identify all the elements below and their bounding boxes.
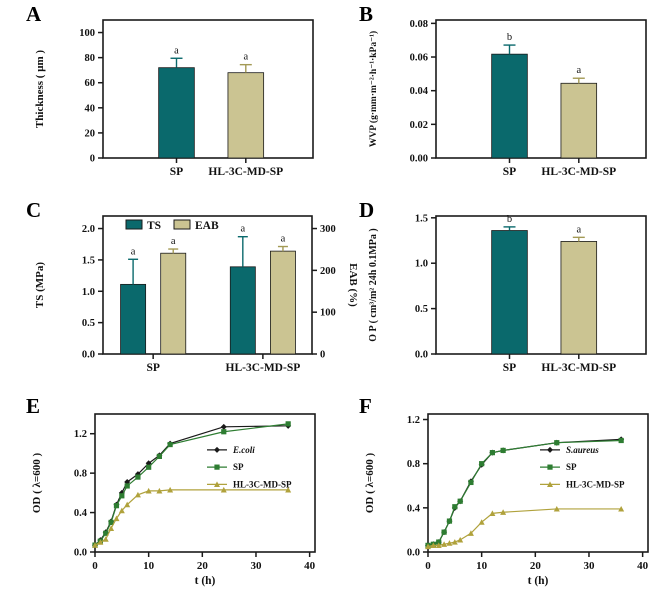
svg-text:1.0: 1.0 xyxy=(82,287,95,298)
svg-text:a: a xyxy=(281,234,286,245)
panel-c: C 0.0 0.5 1.0 1.5 2.0 0 100 200 300 TS (MPa) EAB (… xyxy=(0,196,359,392)
svg-text:TS (MPa): TS (MPa) xyxy=(34,262,46,308)
svg-text:HL-3C-MD-SP: HL-3C-MD-SP xyxy=(541,362,616,374)
svg-text:40: 40 xyxy=(304,560,316,572)
svg-text:300: 300 xyxy=(320,224,336,235)
svg-text:0.8: 0.8 xyxy=(407,459,420,470)
svg-text:100: 100 xyxy=(320,308,336,319)
svg-text:0.4: 0.4 xyxy=(407,503,421,514)
svg-text:a: a xyxy=(243,52,248,63)
svg-text:2.0: 2.0 xyxy=(82,224,95,235)
svg-text:10: 10 xyxy=(476,560,488,572)
svg-text:0.0: 0.0 xyxy=(82,350,95,361)
svg-text:1.2: 1.2 xyxy=(74,429,87,440)
wvp-bar-chart: 0.00 0.02 0.04 0.06 0.08 WVP (g·mm·m⁻²·h⁻¹·kP… xyxy=(368,19,647,178)
panel-letter-c: C xyxy=(26,198,42,222)
svg-text:SP: SP xyxy=(146,362,159,374)
panel-letter-e: E xyxy=(26,394,41,418)
svg-text:0.5: 0.5 xyxy=(82,318,95,329)
svg-text:t (h): t (h) xyxy=(195,575,216,587)
ts-eab-grouped-bar-chart: 0.0 0.5 1.0 1.5 2.0 0 100 200 300 TS (MPa) EAB (%)… xyxy=(34,215,359,374)
ecoli-growth-line-chart: 0.0 0.4 0.8 1.2 0 10 20 30 40 t (h) OD ( λ=600 ) E.… xyxy=(31,413,316,587)
svg-text:O P ( cm³/m² 24h 0.1MPa ): O P ( cm³/m² 24h 0.1MPa ) xyxy=(368,228,379,341)
svg-text:0.8: 0.8 xyxy=(74,469,87,480)
svg-text:HL-3C-MD-SP: HL-3C-MD-SP xyxy=(566,479,625,489)
svg-text:EAB (%): EAB (%) xyxy=(347,263,359,307)
svg-text:Thickness ( μm ): Thickness ( μm ) xyxy=(34,50,46,128)
panel-letter-f: F xyxy=(359,394,372,418)
svg-text:a: a xyxy=(174,45,179,56)
svg-text:a: a xyxy=(240,224,245,235)
svg-text:HL-3C-MD-SP: HL-3C-MD-SP xyxy=(233,479,292,489)
svg-text:1.0: 1.0 xyxy=(415,259,428,270)
saureus-growth-line-chart: 0.0 0.4 0.8 1.2 0 10 20 30 40 t (h) OD ( λ=600 ) S.… xyxy=(364,413,649,587)
svg-text:SP: SP xyxy=(170,166,183,178)
svg-text:0.02: 0.02 xyxy=(410,120,428,131)
svg-text:1.2: 1.2 xyxy=(407,415,420,426)
panel-e: E 0.0 0.4 0.8 1.2 0 10 20 30 40 t (h) OD ( λ=600 )… xyxy=(0,392,333,603)
svg-text:a: a xyxy=(576,65,581,76)
svg-text:40: 40 xyxy=(637,560,649,572)
thickness-bar-chart: 0 20 40 60 80 100 Thickness ( μm ) a SP a HL-3C-MD… xyxy=(34,19,314,178)
panel-letter-b: B xyxy=(359,2,374,26)
panel-b: B 0.00 0.02 0.04 0.06 0.08 WVP (g·mm·m⁻²·h⁻¹·… xyxy=(333,0,666,196)
svg-text:0.5: 0.5 xyxy=(415,304,428,315)
svg-text:20: 20 xyxy=(197,560,209,572)
svg-text:60: 60 xyxy=(85,78,96,89)
svg-text:EAB: EAB xyxy=(195,220,219,232)
svg-text:b: b xyxy=(507,214,512,225)
svg-text:SP: SP xyxy=(503,362,516,374)
panel-d: D 0.0 0.5 1.0 1.5 O P ( cm³/m² 24h 0.1MPa ) b… xyxy=(333,196,666,392)
svg-text:E.coli: E.coli xyxy=(232,445,255,455)
svg-text:0.06: 0.06 xyxy=(410,53,428,64)
svg-text:0: 0 xyxy=(92,560,98,572)
svg-text:0.0: 0.0 xyxy=(415,350,428,361)
svg-text:TS: TS xyxy=(147,220,161,232)
svg-text:HL-3C-MD-SP: HL-3C-MD-SP xyxy=(208,166,283,178)
op-bar-chart: 0.0 0.5 1.0 1.5 O P ( cm³/m² 24h 0.1MPa ) b SP… xyxy=(368,213,647,374)
svg-text:10: 10 xyxy=(143,560,155,572)
svg-text:0.08: 0.08 xyxy=(410,19,428,30)
panel-letter-a: A xyxy=(26,2,42,26)
svg-text:SP: SP xyxy=(503,166,516,178)
svg-text:30: 30 xyxy=(250,560,262,572)
svg-text:80: 80 xyxy=(85,53,96,64)
svg-text:0.04: 0.04 xyxy=(410,86,429,97)
svg-text:S.aureus: S.aureus xyxy=(566,445,599,455)
svg-text:SP: SP xyxy=(566,462,577,472)
svg-text:20: 20 xyxy=(530,560,542,572)
svg-text:0: 0 xyxy=(320,350,325,361)
svg-text:0.0: 0.0 xyxy=(407,548,420,559)
svg-text:1.5: 1.5 xyxy=(415,213,428,224)
svg-text:0.4: 0.4 xyxy=(74,508,88,519)
svg-text:a: a xyxy=(576,224,581,235)
svg-text:1.5: 1.5 xyxy=(82,255,95,266)
svg-text:OD ( λ=600 ): OD ( λ=600 ) xyxy=(31,453,43,514)
svg-text:HL-3C-MD-SP: HL-3C-MD-SP xyxy=(541,166,616,178)
panel-f: F 0.0 0.4 0.8 1.2 0 10 20 30 40 t (h) OD ( λ=600 )… xyxy=(333,392,666,603)
svg-text:30: 30 xyxy=(583,560,595,572)
svg-text:b: b xyxy=(507,32,512,43)
svg-text:20: 20 xyxy=(85,128,96,139)
svg-text:OD ( λ=600 ): OD ( λ=600 ) xyxy=(364,453,376,514)
svg-text:200: 200 xyxy=(320,266,336,277)
svg-text:0.00: 0.00 xyxy=(410,154,428,165)
svg-text:a: a xyxy=(131,246,136,257)
svg-text:100: 100 xyxy=(79,28,95,39)
svg-text:0: 0 xyxy=(425,560,431,572)
svg-text:HL-3C-MD-SP: HL-3C-MD-SP xyxy=(226,362,301,374)
svg-text:a: a xyxy=(171,236,176,247)
svg-text:t (h): t (h) xyxy=(528,575,549,587)
svg-text:WVP (g·mm·m⁻²·h⁻¹·kPa⁻¹): WVP (g·mm·m⁻²·h⁻¹·kPa⁻¹) xyxy=(368,31,379,147)
panel-letter-d: D xyxy=(359,198,375,222)
svg-text:40: 40 xyxy=(85,103,96,114)
svg-text:0: 0 xyxy=(90,154,95,165)
svg-text:0.0: 0.0 xyxy=(74,548,87,559)
panel-a: A 0 20 40 60 80 100 Thickness ( μm ) a SP a HL-3C-… xyxy=(0,0,333,196)
svg-text:SP: SP xyxy=(233,462,244,472)
